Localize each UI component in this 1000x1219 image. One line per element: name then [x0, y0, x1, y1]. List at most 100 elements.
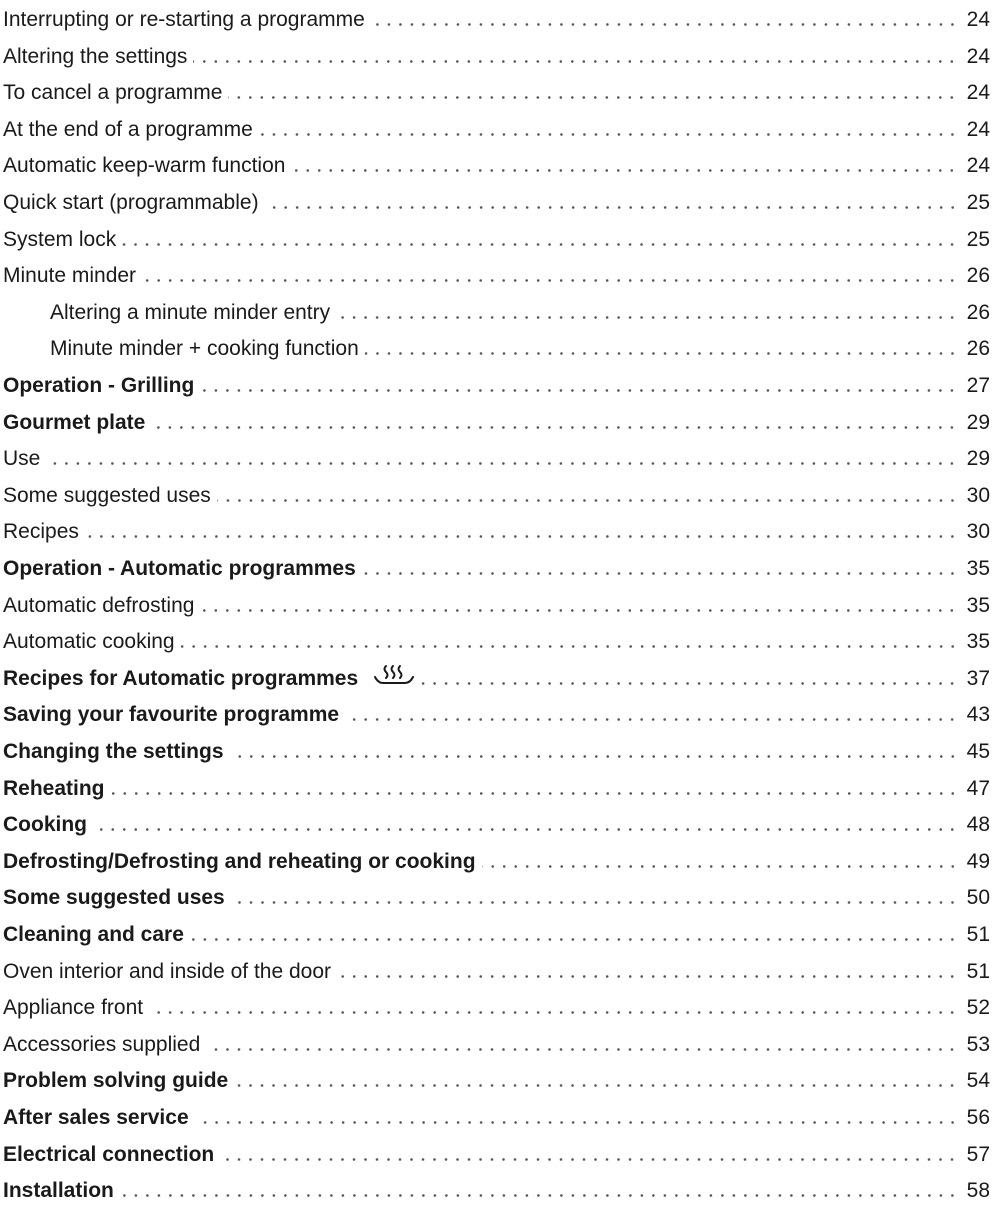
toc-page-number: 50: [966, 886, 990, 910]
toc-section-entry[interactable]: Cooking 48: [3, 805, 990, 846]
toc-entry-title: Gourmet plate: [3, 402, 150, 443]
toc-entry-title: Altering the settings: [3, 36, 192, 77]
toc-section-entry[interactable]: Recipes for Automatic programmes 37: [3, 658, 990, 699]
toc-page-number: 26: [966, 337, 990, 361]
dot-leader: [122, 242, 958, 246]
toc-entry[interactable]: To cancel a programme 24: [3, 73, 990, 114]
toc-page-number: 24: [966, 117, 990, 141]
toc-entry-title: Some suggested uses: [3, 475, 215, 516]
toc-section-entry[interactable]: Electrical connection 57: [3, 1134, 990, 1175]
dot-leader: [481, 864, 958, 868]
toc-entry-title: To cancel a programme: [3, 73, 227, 114]
dot-leader: [337, 974, 958, 978]
toc-entry-title: Altering a minute minder entry: [50, 292, 335, 333]
toc-section-entry[interactable]: Defrosting/Defrosting and reheating or c…: [3, 841, 990, 882]
toc-page-number: 54: [966, 1069, 990, 1093]
toc-section-entry[interactable]: Gourmet plate 29: [3, 402, 990, 443]
toc-page-number: 57: [966, 1142, 990, 1166]
toc-entry[interactable]: System lock 25: [3, 219, 990, 260]
toc-entry[interactable]: Some suggested uses 30: [3, 475, 990, 516]
toc-section-entry[interactable]: Some suggested uses 50: [3, 878, 990, 919]
toc-subentry[interactable]: Minute minder + cooking function 26: [50, 329, 990, 370]
toc-entry-title: Some suggested uses: [3, 878, 229, 919]
toc-entry-title: Problem solving guide: [3, 1061, 233, 1102]
toc-entry-title: Reheating: [3, 768, 109, 809]
toc-section-entry[interactable]: Installation 58: [3, 1171, 990, 1212]
toc-page-number: 24: [966, 8, 990, 31]
toc-section-entry[interactable]: Operation - Automatic programmes 35: [3, 549, 990, 589]
toc-page-number: 25: [966, 191, 990, 214]
dot-leader: [264, 206, 958, 209]
toc-section-entry[interactable]: Operation - Grilling 27: [3, 366, 990, 406]
toc-page-number: 24: [966, 44, 990, 68]
toc-page-number: 26: [966, 264, 990, 288]
dot-leader: [149, 1011, 958, 1015]
toc-page-number: 25: [966, 227, 990, 251]
dot-leader: [189, 938, 958, 941]
toc-entry[interactable]: Automatic cooking 35: [3, 622, 990, 663]
dot-leader: [200, 608, 958, 612]
toc-entry-title: After sales service: [3, 1098, 193, 1138]
toc-page-number: 47: [966, 776, 990, 800]
toc-entry[interactable]: Oven interior and inside of the door 51: [3, 951, 990, 992]
dot-leader: [228, 96, 958, 100]
dot-leader: [93, 828, 958, 832]
toc-section-entry[interactable]: After sales service 56: [3, 1098, 990, 1138]
dot-leader: [336, 315, 958, 319]
toc-page-number: 29: [966, 410, 990, 434]
toc-page-number: 56: [966, 1106, 990, 1129]
toc-page-number: 24: [966, 81, 990, 105]
toc-page-number: 24: [966, 154, 990, 178]
toc-entry-title: Defrosting/Defrosting and reheating or c…: [3, 841, 480, 882]
dot-leader: [361, 572, 958, 575]
toc-entry[interactable]: Altering the settings 24: [3, 36, 990, 77]
toc-entry[interactable]: At the end of a programme 24: [3, 109, 990, 150]
toc-subentry[interactable]: Altering a minute minder entry 26: [50, 292, 990, 333]
toc-section-entry[interactable]: Changing the settings 45: [3, 732, 990, 772]
toc-section-entry[interactable]: Saving your favourite programme 43: [3, 695, 990, 736]
toc-section-entry[interactable]: Cleaning and care 51: [3, 915, 990, 955]
toc-entry[interactable]: Interrupting or re-starting a programme 2…: [3, 0, 990, 40]
steam-icon: [372, 659, 416, 699]
dot-leader: [258, 132, 958, 136]
toc-page-number: 52: [966, 996, 990, 1020]
toc-entry[interactable]: Minute minder 26: [3, 256, 990, 297]
dot-leader: [370, 23, 958, 26]
toc-section-entry[interactable]: Problem solving guide 54: [3, 1061, 990, 1102]
toc-page-number: 37: [966, 666, 990, 690]
toc-page-number: 27: [966, 374, 990, 397]
toc-entry[interactable]: Quick start (programmable) 25: [3, 183, 990, 223]
toc-page-number: 29: [966, 447, 990, 471]
toc-entry-title: Accessories supplied: [3, 1024, 205, 1065]
dot-leader: [200, 389, 958, 392]
toc-entry-title: Changing the settings: [3, 732, 228, 772]
toc-entry[interactable]: Recipes 30: [3, 512, 990, 553]
toc-entry[interactable]: Appliance front 52: [3, 988, 990, 1029]
toc-entry-title: Quick start (programmable): [3, 183, 263, 223]
toc-page-number: 51: [966, 923, 990, 946]
toc-entry[interactable]: Use 29: [3, 439, 990, 480]
toc-page-number: 48: [966, 813, 990, 837]
toc-entry-title: Minute minder: [3, 256, 141, 297]
toc-page-number: 43: [966, 703, 990, 727]
toc-entry[interactable]: Automatic defrosting 35: [3, 585, 990, 626]
toc-entry-title: Minute minder + cooking function: [50, 329, 363, 370]
dot-leader: [194, 1121, 958, 1124]
toc-entry-title: Recipes: [3, 512, 83, 553]
toc-page-number: 35: [966, 557, 990, 580]
dot-leader: [230, 901, 958, 905]
toc-entry-title: Automatic cooking: [3, 622, 179, 663]
toc-entry[interactable]: Accessories supplied 53: [3, 1024, 990, 1065]
toc-entry[interactable]: Automatic keep-warm function 24: [3, 146, 990, 187]
toc-entry-title: Automatic keep-warm function: [3, 146, 290, 187]
dot-leader: [84, 535, 958, 539]
dot-leader: [206, 1047, 958, 1051]
dot-leader: [151, 425, 958, 429]
dot-leader: [216, 498, 958, 502]
toc-section-entry[interactable]: Reheating 47: [3, 768, 990, 809]
toc-entry-title: System lock: [3, 219, 121, 260]
toc-entry-title: Appliance front: [3, 988, 148, 1029]
toc-entry-title: Recipes for Automatic programmes: [3, 658, 363, 699]
toc-entry-title: Saving your favourite programme: [3, 695, 344, 736]
dot-leader: [180, 645, 958, 649]
